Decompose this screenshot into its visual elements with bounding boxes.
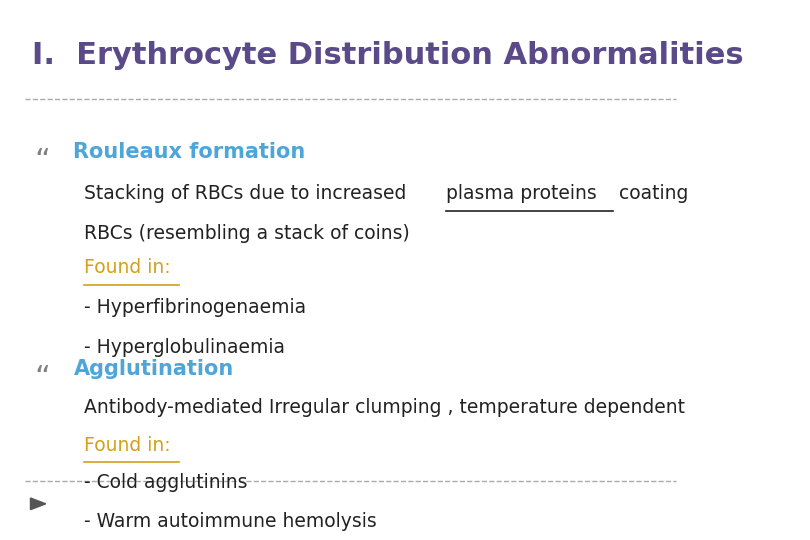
Text: Found in:: Found in: [83,436,170,455]
Text: RBCs (resembling a stack of coins): RBCs (resembling a stack of coins) [83,224,410,243]
Text: - Hyperfibrinogenaemia: - Hyperfibrinogenaemia [83,298,306,317]
Text: coating: coating [612,184,688,203]
Text: Agglutination: Agglutination [74,359,233,379]
Text: - Hyperglobulinaemia: - Hyperglobulinaemia [83,338,285,356]
Text: “: “ [34,147,50,176]
Text: - Warm autoimmune hemolysis: - Warm autoimmune hemolysis [83,512,377,531]
Text: Rouleaux formation: Rouleaux formation [74,142,305,162]
Text: Stacking of RBCs due to increased: Stacking of RBCs due to increased [83,184,412,203]
Text: Antibody-mediated Irregular clumping , temperature dependent: Antibody-mediated Irregular clumping , t… [83,399,684,417]
Text: - Cold agglutinins: - Cold agglutinins [83,472,247,491]
Polygon shape [31,498,45,510]
Text: Found in:: Found in: [83,258,170,277]
Text: plasma proteins: plasma proteins [446,184,597,203]
Text: I.  Erythrocyte Distribution Abnormalities: I. Erythrocyte Distribution Abnormalitie… [32,41,744,70]
Text: “: “ [34,364,50,393]
